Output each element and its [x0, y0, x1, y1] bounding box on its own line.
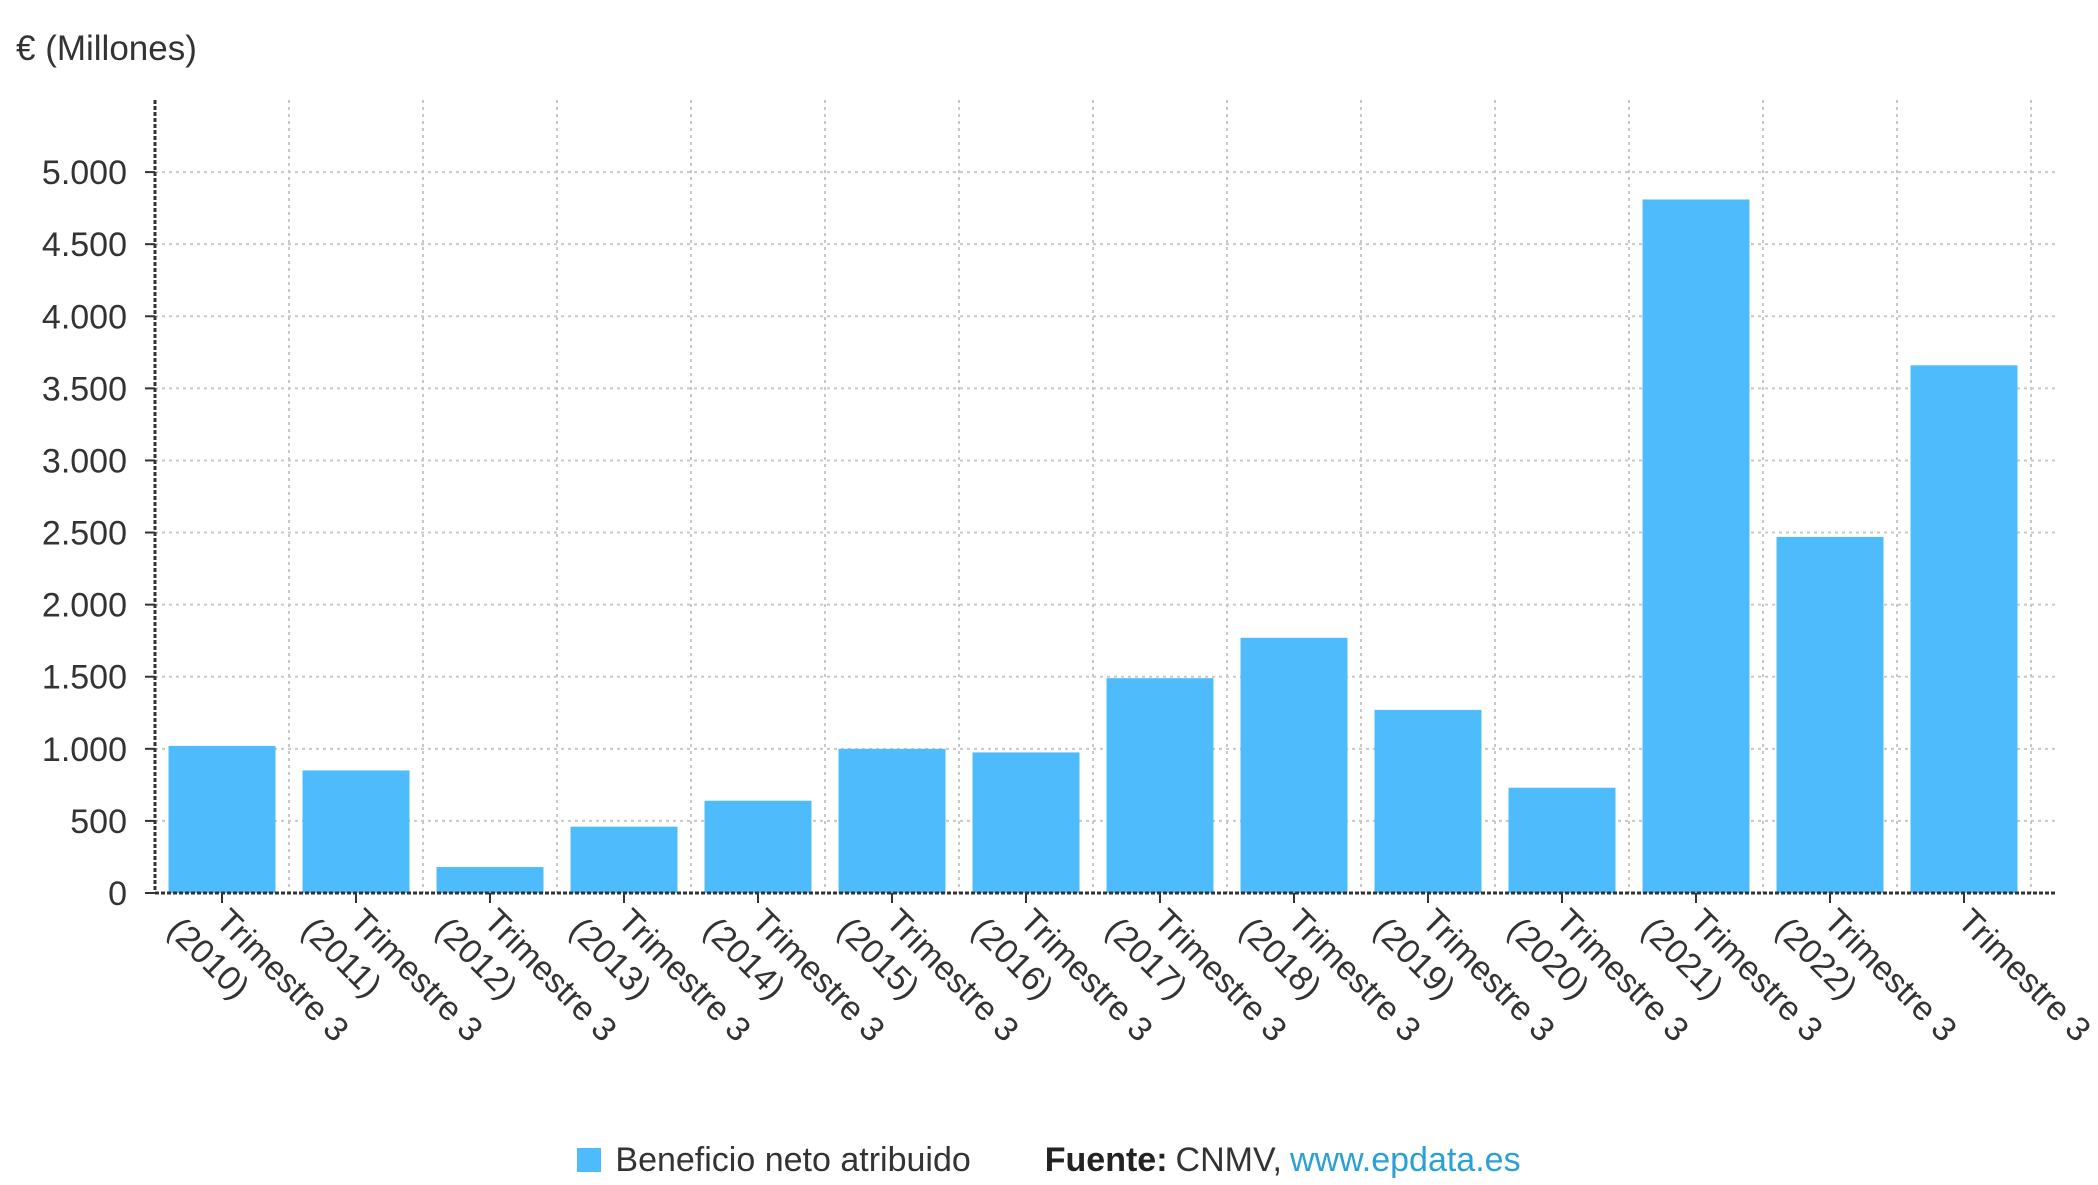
y-axis-title: € (Millones): [16, 29, 197, 68]
bars: [168, 199, 2018, 893]
x-tick-label: Trimestre 3(2022): [1768, 902, 1964, 1050]
y-tick-label: 3.000: [42, 442, 127, 480]
x-tick-label: Trimestre 3(2017): [1098, 902, 1294, 1050]
bar[interactable]: [1106, 678, 1214, 893]
y-tick-label: 500: [70, 803, 127, 841]
x-tick-label-line: Trimestre 3: [1950, 902, 2098, 1050]
legend-item: Beneficio neto atribuido: [577, 1140, 971, 1180]
bar[interactable]: [168, 745, 276, 893]
grid-lines: [155, 100, 2055, 893]
bar[interactable]: [1642, 199, 1750, 893]
source-credit: Fuente: CNMV, www.epdata.es: [1045, 1141, 1521, 1180]
bar[interactable]: [1776, 536, 1884, 893]
x-tick-label: Trimestre 3(2013): [562, 902, 758, 1050]
x-tick-label: Trimestre 3(2019): [1366, 902, 1562, 1050]
axes: [145, 100, 2055, 903]
y-tick-label: 2.500: [42, 515, 127, 553]
bar[interactable]: [838, 748, 946, 893]
x-tick-label: Trimestre 3: [1950, 902, 2098, 1050]
bar[interactable]: [1508, 787, 1616, 893]
x-tick-label: Trimestre 3(2014): [696, 902, 892, 1050]
x-tick-label: Trimestre 3(2018): [1232, 902, 1428, 1050]
x-tick-label: Trimestre 3(2016): [964, 902, 1160, 1050]
bar[interactable]: [1910, 365, 2018, 893]
y-tick-label: 5.000: [42, 154, 127, 192]
y-tick-label: 3.500: [42, 370, 127, 408]
x-tick-label: Trimestre 3(2012): [428, 902, 624, 1050]
y-tick-label: 4.500: [42, 226, 127, 264]
y-tick-label: 1.500: [42, 659, 127, 697]
bar[interactable]: [972, 752, 1080, 893]
bar[interactable]: [1240, 637, 1348, 893]
legend-swatch: [577, 1148, 602, 1172]
bar[interactable]: [302, 770, 410, 893]
chart-footer: Beneficio neto atribuido Fuente: CNMV, w…: [0, 1138, 2098, 1182]
y-tick-label: 0: [108, 875, 127, 913]
source-label: Fuente:: [1044, 1140, 1168, 1179]
x-tick-label: Trimestre 3(2021): [1634, 902, 1830, 1050]
bar[interactable]: [704, 800, 812, 893]
y-tick-label: 4.000: [42, 298, 127, 336]
bar[interactable]: [570, 826, 678, 893]
source-link[interactable]: www.epdata.es: [1289, 1140, 1521, 1179]
source-text: CNMV,: [1175, 1140, 1282, 1179]
bar[interactable]: [436, 867, 544, 893]
y-tick-label: 1.000: [42, 731, 127, 769]
legend-label: Beneficio neto atribuido: [615, 1140, 971, 1179]
x-tick-label: Trimestre 3(2011): [294, 902, 490, 1050]
y-tick-label: 2.000: [42, 587, 127, 625]
x-tick-label: Trimestre 3(2010): [160, 902, 356, 1050]
bar[interactable]: [1374, 709, 1482, 893]
x-tick-label: Trimestre 3(2020): [1500, 902, 1696, 1050]
x-tick-label: Trimestre 3(2015): [830, 902, 1026, 1050]
